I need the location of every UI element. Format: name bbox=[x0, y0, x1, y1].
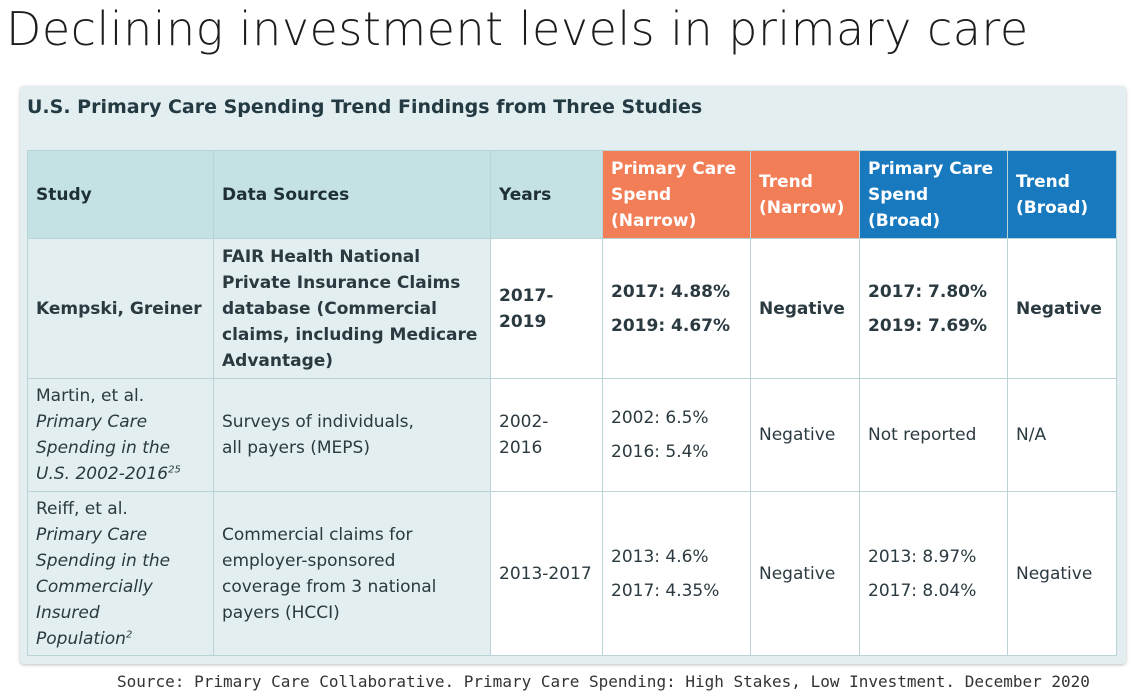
spend-value: 2017: 7.80% bbox=[868, 281, 988, 302]
sources-line: employer-sponsored bbox=[222, 550, 396, 571]
header-broad-spend-line: Primary Care bbox=[868, 158, 994, 179]
sources-line: database (Commercial bbox=[222, 298, 437, 319]
slide-title: Declining investment levels in primary c… bbox=[6, 2, 1029, 56]
study-title-line: Insured bbox=[36, 602, 100, 623]
spend-value: 2019: 7.69% bbox=[868, 315, 988, 336]
sources-line: all payers (MEPS) bbox=[222, 438, 370, 458]
reference-superscript: 2 bbox=[125, 628, 133, 640]
sources-line: FAIR Health National bbox=[222, 246, 421, 267]
study-author: Reiff, et al. bbox=[36, 498, 128, 519]
header-study: Study bbox=[27, 150, 214, 239]
table-row: Kempski, Greiner FAIR Health National Pr… bbox=[27, 238, 1117, 379]
sources-line: Surveys of individuals, bbox=[222, 412, 414, 432]
header-broad-spend-line: Spend bbox=[868, 184, 929, 205]
table-row: Reiff, et al. Primary Care Spending in t… bbox=[27, 491, 1117, 656]
sources-line: coverage from 3 national bbox=[222, 576, 437, 597]
narrow-trend-cell: Negative bbox=[750, 491, 860, 656]
years-line: 2016 bbox=[499, 438, 543, 458]
spend-value: 2017: 4.35% bbox=[611, 580, 720, 601]
header-data-sources: Data Sources bbox=[213, 150, 491, 239]
narrow-trend-cell: Negative bbox=[750, 378, 860, 492]
header-broad-trend-line: (Broad) bbox=[1016, 197, 1089, 218]
sources-cell: Commercial claims for employer-sponsored… bbox=[213, 491, 491, 656]
sources-line: claims, including Medicare bbox=[222, 324, 478, 345]
study-author: Martin, et al. bbox=[36, 386, 145, 406]
narrow-spend-cell: 2013: 4.6% 2017: 4.35% bbox=[602, 491, 751, 656]
sources-cell: FAIR Health National Private Insurance C… bbox=[213, 238, 491, 379]
broad-spend-cell: Not reported bbox=[859, 378, 1008, 492]
header-narrow-trend-line: Trend bbox=[759, 171, 813, 192]
reference-superscript: 25 bbox=[168, 464, 181, 476]
header-narrow-spend-line: Spend bbox=[611, 184, 672, 205]
header-narrow-trend: Trend (Narrow) bbox=[750, 150, 860, 239]
study-title-line: Population bbox=[36, 628, 126, 649]
narrow-trend-cell: Negative bbox=[750, 238, 860, 379]
spend-value: 2013: 8.97% bbox=[868, 546, 977, 567]
card-title: U.S. Primary Care Spending Trend Finding… bbox=[27, 96, 703, 118]
header-narrow-trend-line: (Narrow) bbox=[759, 197, 845, 218]
study-cell: Reiff, et al. Primary Care Spending in t… bbox=[27, 491, 214, 656]
header-years: Years bbox=[490, 150, 603, 239]
study-title-line: Spending in the bbox=[36, 550, 171, 571]
header-broad-spend-line: (Broad) bbox=[868, 210, 941, 231]
findings-card: U.S. Primary Care Spending Trend Finding… bbox=[20, 86, 1126, 664]
sources-line: Commercial claims for bbox=[222, 524, 413, 545]
broad-trend-cell: N/A bbox=[1007, 378, 1117, 492]
spend-value: 2017: 8.04% bbox=[868, 580, 977, 601]
study-cell: Kempski, Greiner bbox=[27, 238, 214, 379]
broad-trend-cell: Negative bbox=[1007, 491, 1117, 656]
sources-cell: Surveys of individuals, all payers (MEPS… bbox=[213, 378, 491, 492]
header-narrow-spend-line: Primary Care bbox=[611, 158, 737, 179]
header-narrow-spend-line: (Narrow) bbox=[611, 210, 697, 231]
years-cell: 2013-2017 bbox=[490, 491, 603, 656]
spend-value: 2002: 6.5% bbox=[611, 408, 709, 428]
header-broad-trend: Trend (Broad) bbox=[1007, 150, 1117, 239]
broad-spend-cell: 2017: 7.80% 2019: 7.69% bbox=[859, 238, 1008, 379]
sources-line: Private Insurance Claims bbox=[222, 272, 461, 293]
spend-value: 2017: 4.88% bbox=[611, 281, 731, 302]
study-title-line: Primary Care bbox=[36, 412, 148, 432]
narrow-spend-cell: 2002: 6.5% 2016: 5.4% bbox=[602, 378, 751, 492]
years-cell: 2017-2019 bbox=[490, 238, 603, 379]
narrow-spend-cell: 2017: 4.88% 2019: 4.67% bbox=[602, 238, 751, 379]
years-cell: 2002- 2016 bbox=[490, 378, 603, 492]
header-broad-trend-line: Trend bbox=[1016, 171, 1070, 192]
study-title-line: U.S. 2002-2016 bbox=[36, 464, 169, 484]
study-title-line: Primary Care bbox=[36, 524, 148, 545]
broad-spend-cell: 2013: 8.97% 2017: 8.04% bbox=[859, 491, 1008, 656]
study-title-line: Spending in the bbox=[36, 438, 171, 458]
source-note: Source: Primary Care Collaborative. Prim… bbox=[117, 672, 1090, 691]
header-broad-spend: Primary Care Spend (Broad) bbox=[859, 150, 1008, 239]
table-row: Martin, et al. Primary Care Spending in … bbox=[27, 378, 1117, 492]
sources-line: Advantage) bbox=[222, 350, 334, 371]
broad-trend-cell: Negative bbox=[1007, 238, 1117, 379]
spend-value: 2016: 5.4% bbox=[611, 442, 709, 462]
spend-value: 2013: 4.6% bbox=[611, 546, 709, 567]
header-row: Study Data Sources Years Primary Care Sp… bbox=[27, 150, 1117, 239]
header-narrow-spend: Primary Care Spend (Narrow) bbox=[602, 150, 751, 239]
years-line: 2002- bbox=[499, 412, 549, 432]
findings-table: Study Data Sources Years Primary Care Sp… bbox=[27, 150, 1117, 656]
study-title-line: Commercially bbox=[36, 576, 153, 597]
study-cell: Martin, et al. Primary Care Spending in … bbox=[27, 378, 214, 492]
sources-line: payers (HCCI) bbox=[222, 602, 340, 623]
spend-value: 2019: 4.67% bbox=[611, 315, 731, 336]
